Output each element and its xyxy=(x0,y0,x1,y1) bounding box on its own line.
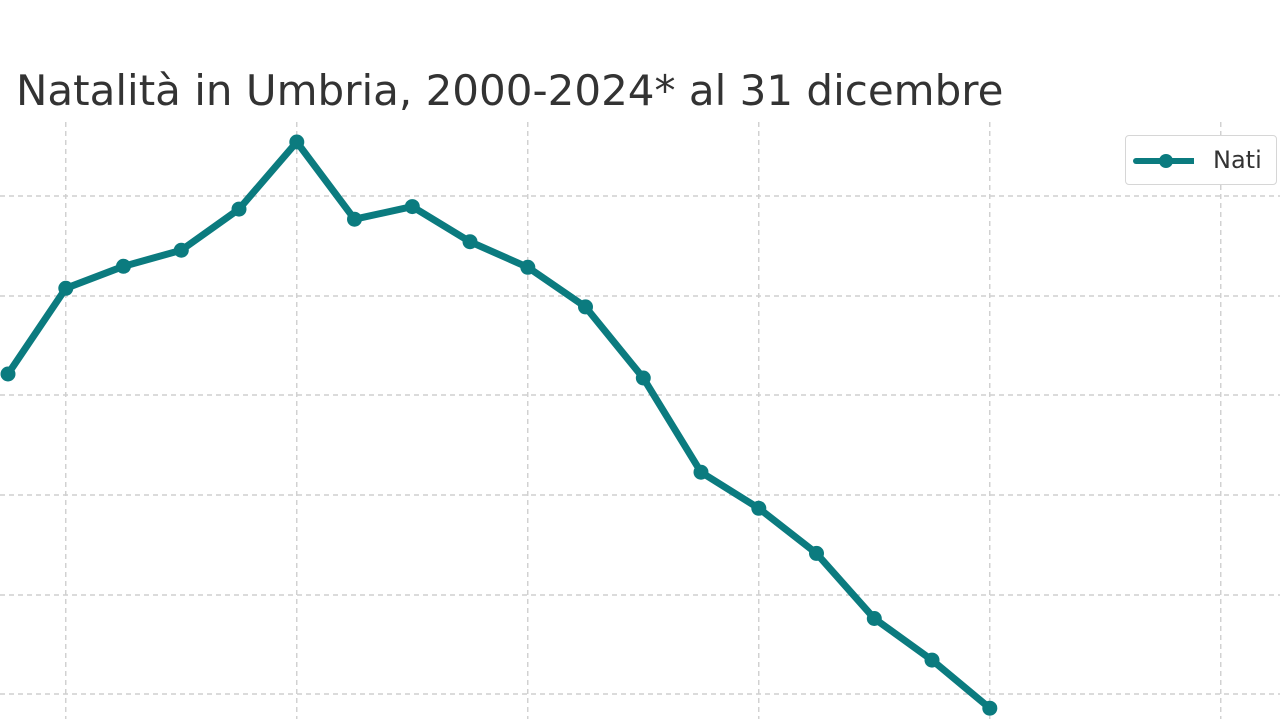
data-point-2001 xyxy=(58,280,74,296)
series-nati xyxy=(0,134,998,716)
series-line-nati xyxy=(4,138,994,712)
data-point-2006 xyxy=(347,211,362,227)
data-point-2004 xyxy=(231,201,247,217)
data-point-2014 xyxy=(809,545,824,561)
grid xyxy=(0,122,1280,719)
legend-label-nati: Nati xyxy=(1213,146,1262,174)
data-point-2012 xyxy=(693,464,709,480)
data-point-2007 xyxy=(404,199,420,215)
data-point-2015 xyxy=(866,611,882,626)
data-point-2010 xyxy=(578,299,593,315)
legend: Nati xyxy=(1125,135,1277,185)
data-point-2005 xyxy=(289,134,305,150)
data-point-2016 xyxy=(924,652,940,668)
data-point-2011 xyxy=(635,370,651,386)
data-point-2017 xyxy=(982,700,998,716)
data-point-2000 xyxy=(0,366,16,382)
legend-line-marker-icon xyxy=(1133,154,1194,168)
data-point-2003 xyxy=(173,242,189,258)
data-point-2002 xyxy=(116,258,131,274)
data-point-2008 xyxy=(462,234,478,250)
data-point-2013 xyxy=(751,500,767,516)
chart-title: Natalità in Umbria, 2000-2024* al 31 dic… xyxy=(16,66,1004,115)
data-point-2009 xyxy=(520,259,536,275)
